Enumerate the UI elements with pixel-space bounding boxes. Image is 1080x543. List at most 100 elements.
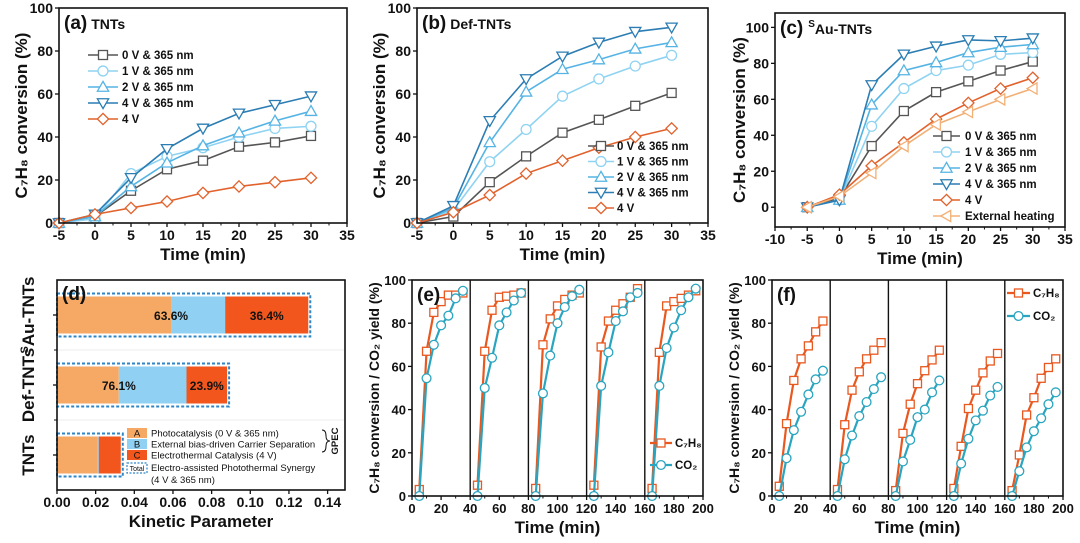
data-point <box>920 366 930 376</box>
data-point <box>268 99 282 112</box>
gpec-percent-label: 76.1% <box>102 379 136 393</box>
legend-label: 0 V & 365 nm <box>965 131 1037 143</box>
data-point <box>961 35 976 47</box>
x-tick-label: -5 <box>801 231 814 247</box>
data-point <box>483 116 497 128</box>
y-tick-label: 20 <box>752 446 766 461</box>
data-point <box>929 55 943 68</box>
data-point <box>508 295 519 306</box>
data-point <box>929 117 941 132</box>
data-point <box>995 65 1006 76</box>
data-point <box>864 166 877 180</box>
y-tick-label: 100 <box>744 273 766 288</box>
data-point <box>970 415 981 426</box>
data-point <box>429 307 439 318</box>
series-line <box>416 127 672 224</box>
y-tick-label: 40 <box>37 129 53 145</box>
data-point <box>603 347 614 358</box>
legend-marker-square <box>941 130 952 142</box>
legend-marker-diamond <box>594 201 608 215</box>
legend-marker-triangle-left <box>939 209 952 223</box>
x-tick-label: 35 <box>700 227 716 243</box>
legend-label: 4 V <box>617 203 635 215</box>
legend-label: 2 V & 365 nm <box>965 163 1037 175</box>
data-point <box>304 91 318 104</box>
data-point <box>552 318 563 329</box>
panel-label: (d) <box>62 284 86 305</box>
data-point <box>479 382 490 394</box>
data-point <box>1014 450 1024 460</box>
data-point <box>963 76 974 87</box>
x-tick-label: 140 <box>965 501 987 516</box>
data-point <box>994 81 1008 96</box>
data-point <box>625 292 636 303</box>
legend-swatch-C <box>127 450 147 460</box>
data-point <box>664 22 679 35</box>
x-tick-label: 100 <box>907 501 929 516</box>
x-tick-label: 30 <box>1025 231 1041 247</box>
series-4 <box>52 171 318 230</box>
x-tick-label: 25 <box>627 227 643 243</box>
panel-title: Au-TNTs <box>815 21 872 37</box>
panel-e: 0 20 40 60 80 100 120 140 160 180 200 0 20 40 60 80 100 (… <box>366 273 714 537</box>
panel-d: TNTs 76.1% 23.9% Def-TNTs 63.6% 36.4% SAu-TNTs… <box>19 277 346 531</box>
series-5 <box>800 81 1038 214</box>
data-point <box>961 45 976 58</box>
legend-key: Total <box>130 466 145 473</box>
x-tick-label: 200 <box>692 501 714 516</box>
data-point <box>985 356 995 366</box>
data-point <box>789 375 799 386</box>
series-1 <box>774 365 1061 502</box>
category-label: Def-TNTs <box>19 348 38 422</box>
data-point <box>487 305 497 315</box>
x-tick-label: -5 <box>411 227 424 243</box>
data-point <box>486 352 498 363</box>
x-tick-label: 15 <box>928 231 944 247</box>
y-tick-label: 20 <box>753 163 769 179</box>
data-point <box>596 380 607 391</box>
legend-label: External bias-driven Carrier Separation <box>151 440 315 451</box>
data-point <box>628 41 642 54</box>
data-point <box>124 172 138 185</box>
data-point <box>897 63 911 76</box>
y-tick-label: 60 <box>395 86 411 102</box>
data-point <box>196 138 210 151</box>
series-line <box>806 87 1034 208</box>
x-tick-label: 0.08 <box>198 494 225 510</box>
legend-label: 4 V & 365 nm <box>617 188 689 200</box>
x-tick-label: 0 <box>91 227 99 243</box>
legend-marker-diamond <box>939 193 954 207</box>
data-point <box>1036 373 1046 383</box>
data-point <box>1028 426 1039 437</box>
legend: 0 V & 365 nm 1 V & 365 nm 2 V & 365 nm 4 V … <box>933 130 1054 223</box>
data-point <box>305 120 317 132</box>
data-point <box>898 105 910 117</box>
legend: C₇H₈ CO₂ <box>1007 288 1060 323</box>
series-1 <box>414 283 701 502</box>
series-2 <box>52 104 318 228</box>
category-name: Def-TNTs <box>19 348 38 422</box>
data-point <box>519 84 533 97</box>
data-point <box>869 345 879 355</box>
series-line <box>416 26 672 224</box>
data-point <box>993 36 1008 48</box>
category-label: SAu-TNTs <box>19 277 38 354</box>
series-line <box>807 51 1033 208</box>
legend-marker-circle <box>655 459 667 471</box>
x-tick-label: 20 <box>961 231 977 247</box>
brace-icon <box>321 429 331 453</box>
data-point <box>781 418 792 429</box>
data-point <box>232 125 246 138</box>
data-point <box>483 188 497 202</box>
panel-letter: (c) <box>780 18 803 39</box>
data-point <box>596 342 606 352</box>
y-tick-label: 0 <box>761 199 769 215</box>
legend-label: CO₂ <box>675 460 697 472</box>
legend-key: B <box>134 440 140 451</box>
legend-label: Electrothermal Catalysis (4 V) <box>151 451 277 462</box>
series-line <box>416 41 672 224</box>
y-tick-label: 20 <box>37 172 53 188</box>
data-point <box>666 87 677 99</box>
